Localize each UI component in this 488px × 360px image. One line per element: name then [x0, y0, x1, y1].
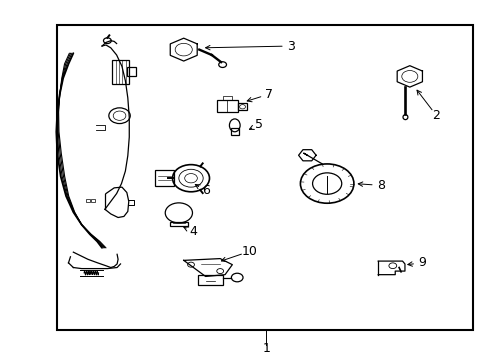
Text: 4: 4 — [189, 225, 197, 238]
Text: 5: 5 — [255, 118, 263, 131]
Bar — [170, 222, 187, 226]
Text: 6: 6 — [201, 184, 209, 197]
Text: 7: 7 — [264, 88, 272, 101]
Bar — [230, 128, 238, 135]
Bar — [112, 60, 129, 84]
Bar — [57, 24, 472, 330]
Text: 3: 3 — [286, 40, 294, 53]
Bar — [91, 199, 95, 202]
Bar — [86, 199, 90, 202]
Text: 1: 1 — [262, 342, 270, 355]
Bar — [198, 275, 222, 285]
Bar — [126, 67, 135, 76]
Bar — [154, 170, 174, 186]
Text: 9: 9 — [417, 256, 425, 269]
Text: 2: 2 — [432, 109, 440, 122]
Bar — [216, 100, 238, 112]
Bar — [238, 103, 246, 111]
Text: 10: 10 — [241, 245, 257, 258]
Text: 8: 8 — [376, 179, 384, 192]
